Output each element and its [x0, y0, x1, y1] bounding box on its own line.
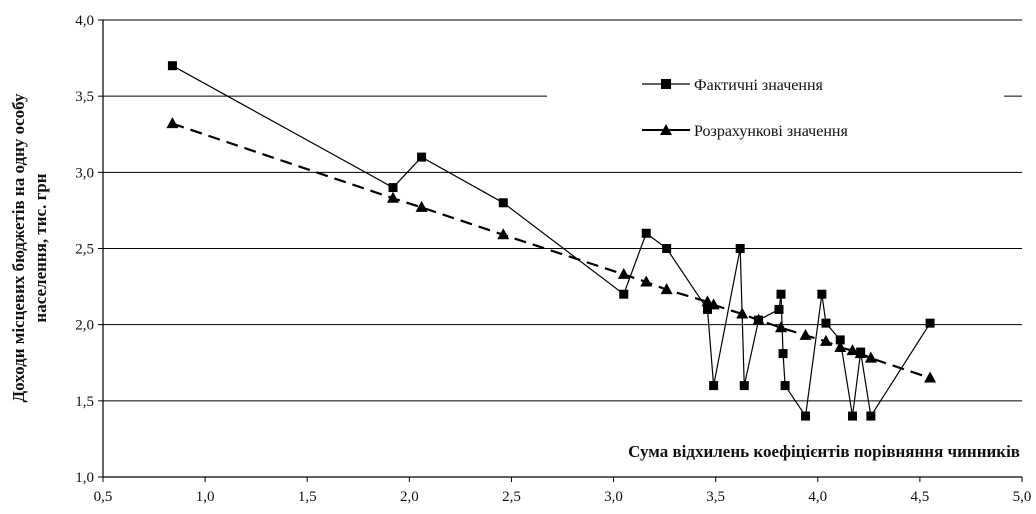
x-tick-label: 5,0 [1013, 489, 1032, 505]
data-point-actual [417, 152, 427, 162]
legend-triangle-marker [660, 124, 672, 135]
y-axis-label-line2: населення, тис. грн [31, 173, 50, 322]
data-point-calculated [640, 275, 653, 287]
x-tick-labels: 0,5 1,0 1,5 2,0 2,5 3,0 3,5 4,0 4,5 5,0 [94, 489, 1032, 505]
data-point-calculated [166, 117, 179, 129]
data-point-actual [778, 349, 788, 359]
data-point-calculated [834, 341, 847, 353]
data-point-actual [388, 183, 398, 193]
data-point-calculated [854, 347, 867, 359]
data-point-calculated [819, 334, 832, 346]
x-tick-label: 3,5 [706, 489, 725, 505]
series [166, 61, 937, 421]
data-point-actual [735, 244, 745, 253]
data-point-actual [167, 61, 177, 71]
data-point-calculated [660, 283, 673, 295]
data-point-calculated [752, 313, 765, 325]
data-point-actual [739, 381, 749, 391]
data-point-calculated [497, 228, 510, 240]
data-point-actual [817, 289, 827, 299]
data-point-actual [801, 411, 811, 421]
data-point-calculated [775, 321, 788, 333]
data-point-actual [821, 318, 831, 328]
axes [98, 19, 1023, 482]
data-point-calculated [924, 371, 937, 383]
x-tick-label: 2,5 [502, 489, 521, 505]
x-tick-label: 1,0 [196, 489, 215, 505]
x-tick-label: 0,5 [94, 489, 113, 505]
data-point-calculated [701, 295, 714, 307]
y-tick-label: 1,0 [75, 470, 94, 486]
data-point-actual [925, 318, 935, 328]
data-point-actual [619, 289, 629, 299]
data-point-actual [702, 304, 712, 314]
data-point-calculated [617, 267, 630, 279]
y-tick-label: 2,5 [75, 242, 94, 258]
x-tick-label: 1,5 [298, 489, 317, 505]
data-point-actual [835, 335, 845, 345]
legend-square-marker [661, 79, 671, 89]
data-point-calculated [846, 344, 859, 356]
data-point-actual [866, 411, 876, 421]
data-point-actual [774, 304, 784, 314]
y-tick-label: 4,0 [75, 13, 94, 29]
data-point-actual [641, 228, 651, 238]
y-axis-label-line1: Доходи місцевих бюджетів на одну особу [9, 93, 28, 403]
legend-label-calculated: Розрахункові значення [694, 123, 848, 140]
legend-label-actual: Фактичні значення [694, 77, 824, 94]
data-point-calculated [864, 351, 877, 363]
x-axis-label: Сума відхилень коефіцієнтів порівняння ч… [628, 442, 1020, 461]
y-tick-label: 2,0 [75, 318, 94, 334]
grid-lines [103, 19, 1022, 402]
data-point-calculated [415, 200, 428, 212]
x-tick-label: 3,0 [604, 489, 623, 505]
y-tick-label: 1,5 [75, 394, 94, 410]
series-line-calculated [172, 122, 931, 380]
data-point-actual [498, 198, 508, 208]
x-tick-label: 4,5 [911, 489, 930, 505]
data-point-calculated [799, 328, 812, 340]
data-point-actual [780, 381, 790, 391]
y-tick-labels: 1,0 1,5 2,0 2,5 3,0 3,5 4,0 [75, 13, 94, 486]
data-point-calculated [707, 298, 720, 310]
x-tick-label: 2,0 [400, 489, 419, 505]
data-point-actual [662, 244, 672, 253]
data-point-actual [709, 381, 719, 391]
data-point-calculated [386, 191, 399, 203]
y-tick-label: 3,0 [75, 165, 94, 181]
legend-item-actual: Фактичні значення [642, 77, 824, 94]
legend-item-calculated: Розрахункові значення [642, 123, 848, 140]
data-point-calculated [736, 307, 749, 319]
y-tick-label: 3,5 [75, 89, 94, 105]
series-line-actual [172, 65, 931, 418]
data-point-actual [847, 411, 857, 421]
x-tick-label: 4,0 [808, 489, 827, 505]
legend: Фактичні значення Розрахункові значення [642, 77, 848, 140]
data-point-actual [776, 289, 786, 299]
